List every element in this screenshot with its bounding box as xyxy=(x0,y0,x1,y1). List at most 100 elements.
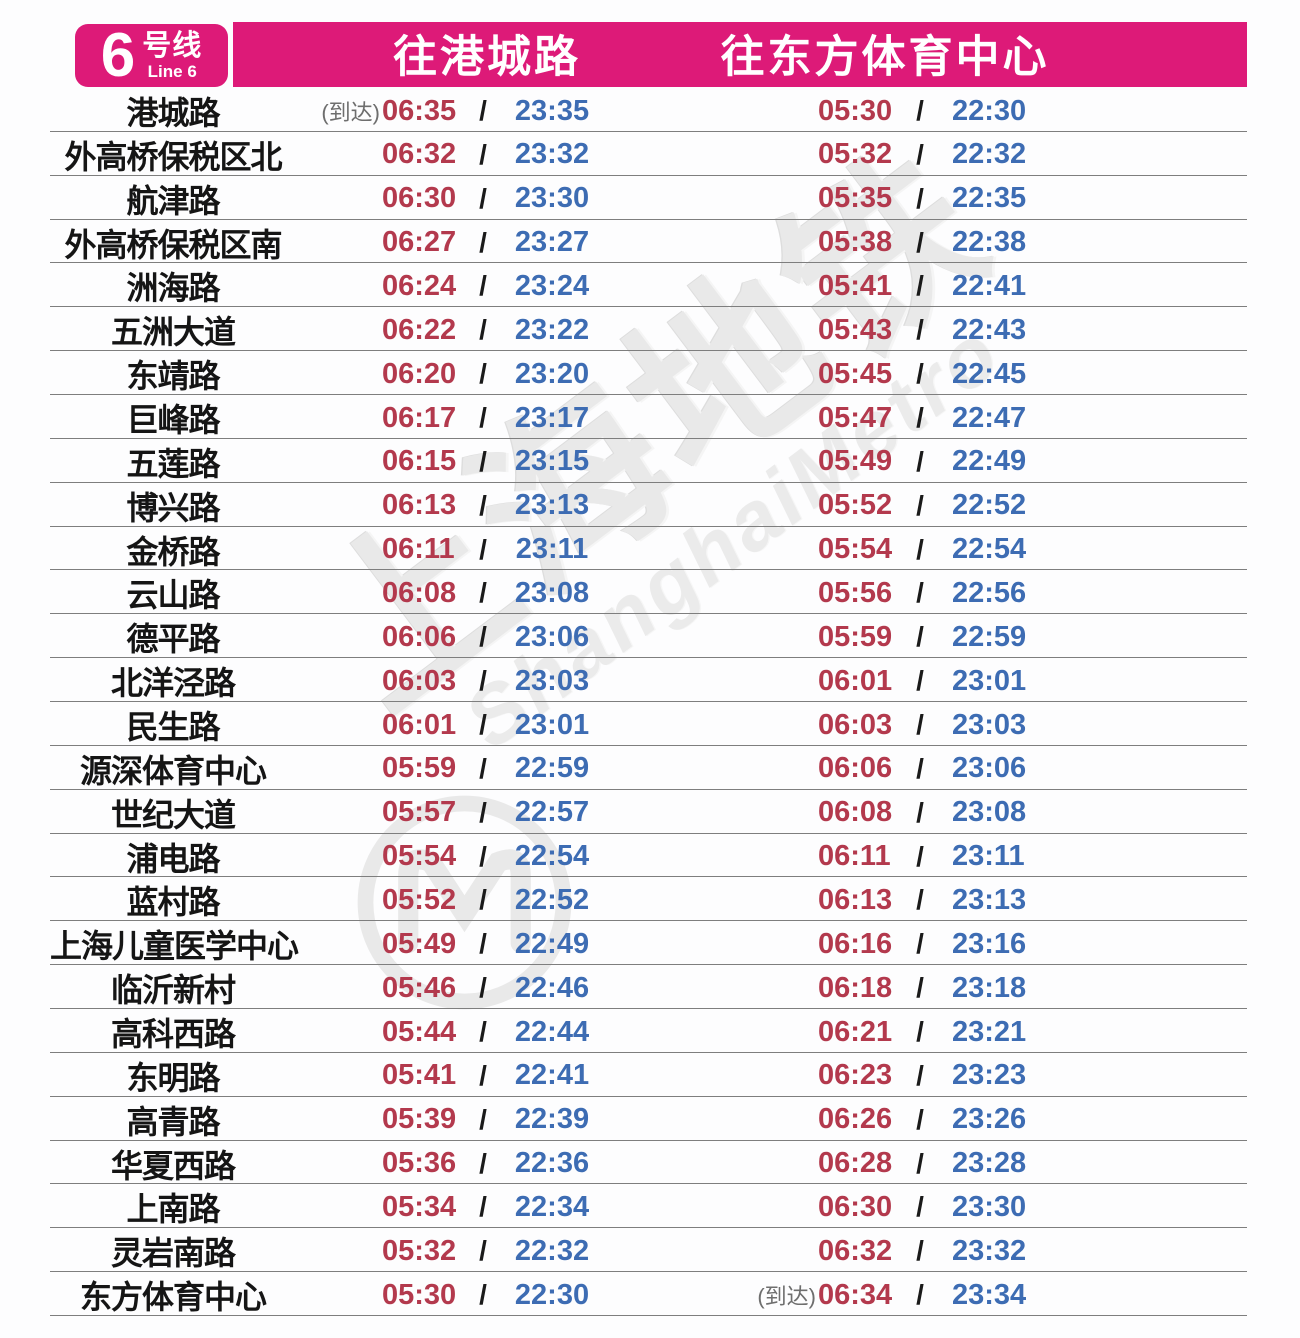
dir2-slash: / xyxy=(916,884,924,916)
table-row: 华夏西路 (到达) 05:36 / 22:36 (到达) 06:28 / 23:… xyxy=(50,1141,1247,1185)
dir2-last-train-time: 22:49 xyxy=(952,445,1027,478)
dir1-first-train-time: 06:27 xyxy=(382,226,457,259)
dir1-slash: / xyxy=(479,1016,487,1048)
station-name: 金桥路 xyxy=(126,533,220,570)
dir1-first-train-time: 05:57 xyxy=(382,796,457,829)
dir2-slash: / xyxy=(916,972,924,1004)
dir1-last-train-time: 23:08 xyxy=(514,576,590,609)
dir1-slash: / xyxy=(479,95,487,126)
station-name: 德平路 xyxy=(126,621,220,658)
dir1-slash: / xyxy=(479,1279,487,1311)
station-name: 东明路 xyxy=(126,1059,220,1096)
dir1-slash: / xyxy=(479,621,487,653)
dir1-slash: / xyxy=(479,533,487,565)
dir1-slash: / xyxy=(479,972,487,1004)
dir1-last-train-time: 22:44 xyxy=(514,1015,590,1048)
dir2-slash: / xyxy=(916,138,924,170)
dir2-slash: / xyxy=(916,1235,924,1267)
dir1-slash: / xyxy=(479,138,487,170)
dir1-slash: / xyxy=(479,182,487,214)
dir2-last-train-time: 22:30 xyxy=(952,94,1027,127)
dir1-last-train-time: 22:30 xyxy=(514,1278,590,1311)
dir2-slash: / xyxy=(916,226,924,258)
station-name: 云山路 xyxy=(126,577,220,614)
direction-1-header: 往港城路 xyxy=(393,31,581,81)
station-name: 上南路 xyxy=(126,1191,220,1228)
dir1-first-train-time: 06:03 xyxy=(382,664,457,697)
dir1-slash: / xyxy=(479,928,487,960)
table-row: 蓝村路 (到达) 05:52 / 22:52 (到达) 06:13 / 23:1… xyxy=(50,877,1247,922)
dir2-first-train-time: 05:59 xyxy=(818,620,893,653)
table-row: 德平路 (到达) 06:06 / 23:06 (到达) 05:59 / 22:5… xyxy=(50,614,1247,659)
line-number: 6 xyxy=(100,20,136,90)
dir1-first-train-time: 05:44 xyxy=(382,1015,457,1048)
dir1-first-train-time: 06:11 xyxy=(382,533,455,566)
table-row: 东明路 (到达) 05:41 / 22:41 (到达) 06:23 / 23:2… xyxy=(50,1053,1247,1097)
dir2-last-train-time: 22:47 xyxy=(952,401,1027,434)
table-row: 临沂新村 (到达) 05:46 / 22:46 (到达) 06:18 / 23:… xyxy=(50,965,1247,1010)
dir1-slash: / xyxy=(479,1235,487,1267)
dir1-slash: / xyxy=(479,489,487,521)
dir2-last-train-time: 23:21 xyxy=(952,1015,1027,1048)
table-row: 外高桥保税区北 (到达) 06:32 / 23:32 (到达) 05:32 / … xyxy=(50,132,1247,176)
dir2-last-train-time: 22:38 xyxy=(952,226,1027,259)
dir2-first-train-time: 06:08 xyxy=(818,796,893,829)
dir1-first-train-time: 05:59 xyxy=(382,752,457,785)
table-row: 航津路 (到达) 06:30 / 23:30 (到达) 05:35 / 22:3… xyxy=(50,176,1247,220)
dir1-first-train-time: 05:32 xyxy=(382,1234,457,1267)
dir1-slash: / xyxy=(479,1103,487,1135)
dir2-slash: / xyxy=(916,533,924,565)
dir1-first-train-time: 06:24 xyxy=(382,269,457,302)
dir2-last-train-time: 22:52 xyxy=(952,489,1027,522)
dir1-last-train-time: 22:52 xyxy=(514,883,590,916)
dir2-last-train-time: 22:45 xyxy=(952,357,1027,390)
dir2-slash: / xyxy=(916,1147,924,1179)
dir2-last-train-time: 23:18 xyxy=(952,971,1027,1004)
dir2-slash: / xyxy=(916,1016,924,1048)
table-row: 民生路 (到达) 06:01 / 23:01 (到达) 06:03 / 23:0… xyxy=(50,702,1247,746)
dir2-first-train-time: 06:26 xyxy=(818,1103,893,1136)
station-name: 五莲路 xyxy=(126,445,220,482)
dir1-last-train-time: 22:49 xyxy=(514,927,590,960)
dir2-first-train-time: 06:03 xyxy=(818,708,893,741)
dir1-last-train-time: 22:39 xyxy=(514,1103,590,1136)
dir2-slash: / xyxy=(916,709,924,741)
dir2-last-train-time: 23:26 xyxy=(952,1103,1027,1136)
station-name: 东方体育中心 xyxy=(79,1279,267,1316)
station-name: 临沂新村 xyxy=(110,972,236,1009)
dir2-first-train-time: 06:30 xyxy=(818,1190,893,1223)
dir1-last-train-time: 23:24 xyxy=(514,269,590,302)
dir2-last-train-time: 23:16 xyxy=(952,927,1027,960)
dir1-first-train-time: 06:01 xyxy=(382,708,457,741)
dir2-last-train-time: 23:28 xyxy=(952,1147,1027,1180)
dir2-last-train-time: 22:43 xyxy=(952,313,1027,346)
dir1-last-train-time: 22:41 xyxy=(514,1059,590,1092)
dir2-first-train-time: 05:35 xyxy=(818,182,893,215)
arrival-label-dir2: (到达) xyxy=(757,1284,816,1310)
dir2-first-train-time: 05:49 xyxy=(818,445,893,478)
dir1-first-train-time: 05:34 xyxy=(382,1190,457,1223)
dir1-slash: / xyxy=(479,1147,487,1179)
dir2-first-train-time: 05:47 xyxy=(818,401,893,434)
dir1-slash: / xyxy=(479,1059,487,1091)
station-name: 浦电路 xyxy=(126,840,220,877)
table-row: 外高桥保税区南 (到达) 06:27 / 23:27 (到达) 05:38 / … xyxy=(50,220,1247,264)
dir1-last-train-time: 23:13 xyxy=(514,489,590,522)
table-row: 灵岩南路 (到达) 05:32 / 22:32 (到达) 06:32 / 23:… xyxy=(50,1228,1247,1273)
line-name-en: Line 6 xyxy=(147,61,197,81)
station-name: 蓝村路 xyxy=(126,884,220,921)
table-row: 世纪大道 (到达) 05:57 / 22:57 (到达) 06:08 / 23:… xyxy=(50,790,1247,834)
direction-2-header: 往东方体育中心 xyxy=(720,31,1050,81)
dir1-first-train-time: 06:20 xyxy=(382,357,457,390)
dir2-slash: / xyxy=(916,577,924,609)
dir2-last-train-time: 22:32 xyxy=(952,138,1027,171)
dir2-first-train-time: 06:13 xyxy=(818,883,893,916)
station-name: 港城路 xyxy=(126,95,220,131)
dir1-last-train-time: 22:36 xyxy=(514,1147,590,1180)
dir1-first-train-time: 06:08 xyxy=(382,576,457,609)
dir2-slash: / xyxy=(916,182,924,214)
dir1-last-train-time: 23:22 xyxy=(514,313,590,346)
dir2-last-train-time: 22:35 xyxy=(952,182,1027,215)
station-name: 外高桥保税区北 xyxy=(64,138,282,175)
station-name: 高科西路 xyxy=(110,1016,236,1053)
